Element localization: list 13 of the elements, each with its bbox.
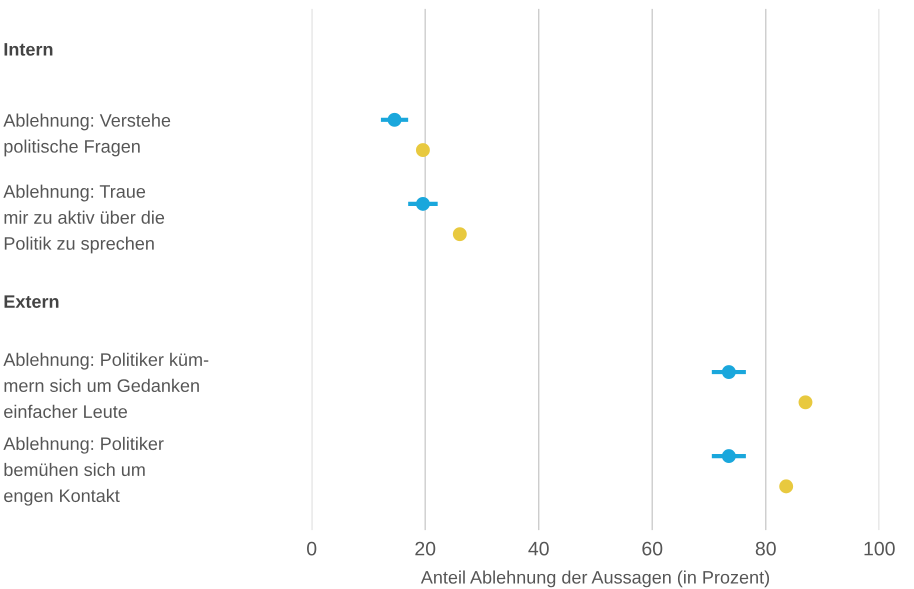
x-tick-label: 100 xyxy=(864,542,895,556)
y-tick-label: Ablehnung: Politiker bemühen sich um engen Kontakt xyxy=(3,436,164,506)
y-tick-label: Ablehnung: Traue mir zu aktiv über die Politik zu sprechen xyxy=(3,184,164,254)
x-tick-label: 0 xyxy=(307,542,316,556)
x-tick-label: 40 xyxy=(528,542,549,556)
y-tick-label: Ablehnung: Verstehe politische Fragen xyxy=(3,114,170,156)
x-tick-label: 80 xyxy=(756,542,776,556)
x-tick-label: 20 xyxy=(415,542,436,556)
y-tick-label: Ablehnung: Politiker küm- mern sich um Gedanken einfacher Leute xyxy=(3,352,208,418)
x-axis-title: Anteil Ablehnung der Aussagen (in Prozent) xyxy=(420,570,770,588)
y-tick-label: Extern xyxy=(4,295,58,308)
x-tick-label: 60 xyxy=(642,542,662,556)
y-tick-label: Intern xyxy=(4,43,52,56)
